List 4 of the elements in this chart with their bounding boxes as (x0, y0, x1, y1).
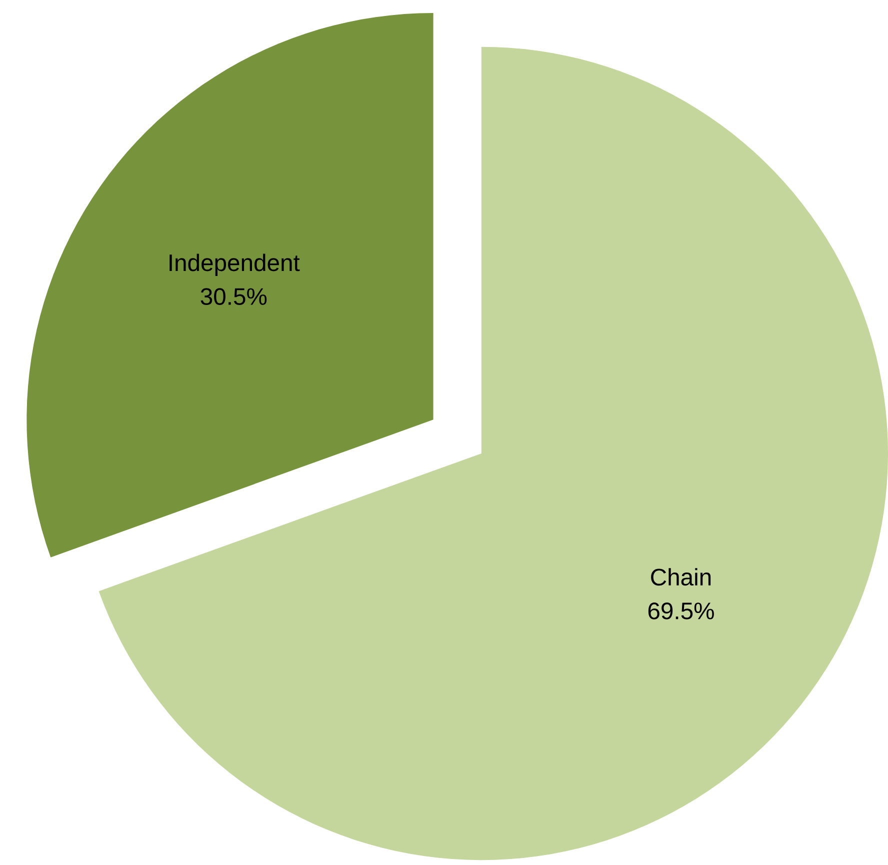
slice-label: Independent (170, 254, 300, 276)
data-label: 69.5% (648, 602, 714, 620)
data-label: 30.5% (200, 288, 267, 305)
slice-label: Chain (651, 568, 711, 586)
